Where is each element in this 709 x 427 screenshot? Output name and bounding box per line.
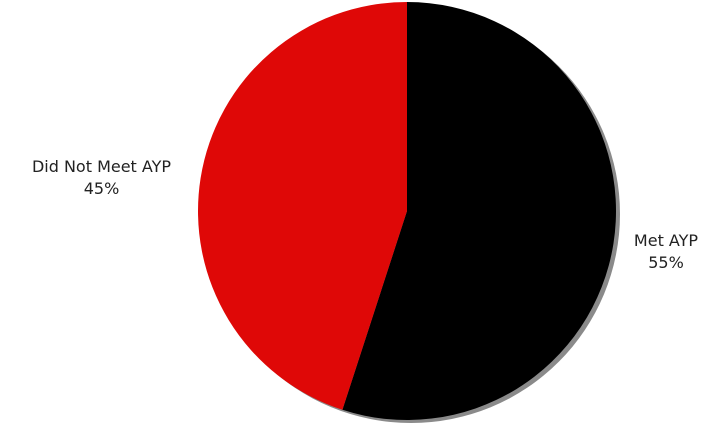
pie-slice-did-not-meet-ayp <box>198 2 407 410</box>
slice-label-met-ayp: Met AYP 55% <box>616 230 709 274</box>
slice-label-did-not-meet-ayp-name: Did Not Meet AYP <box>31 157 172 176</box>
slice-label-did-not-meet-ayp: Did Not Meet AYP 45% <box>4 156 199 200</box>
slice-label-met-ayp-percent: 55% <box>648 253 684 272</box>
pie-slice-met-ayp <box>342 1 617 421</box>
slice-label-did-not-meet-ayp-percent: 45% <box>83 179 120 198</box>
slice-label-met-ayp-name: Met AYP <box>633 231 699 250</box>
